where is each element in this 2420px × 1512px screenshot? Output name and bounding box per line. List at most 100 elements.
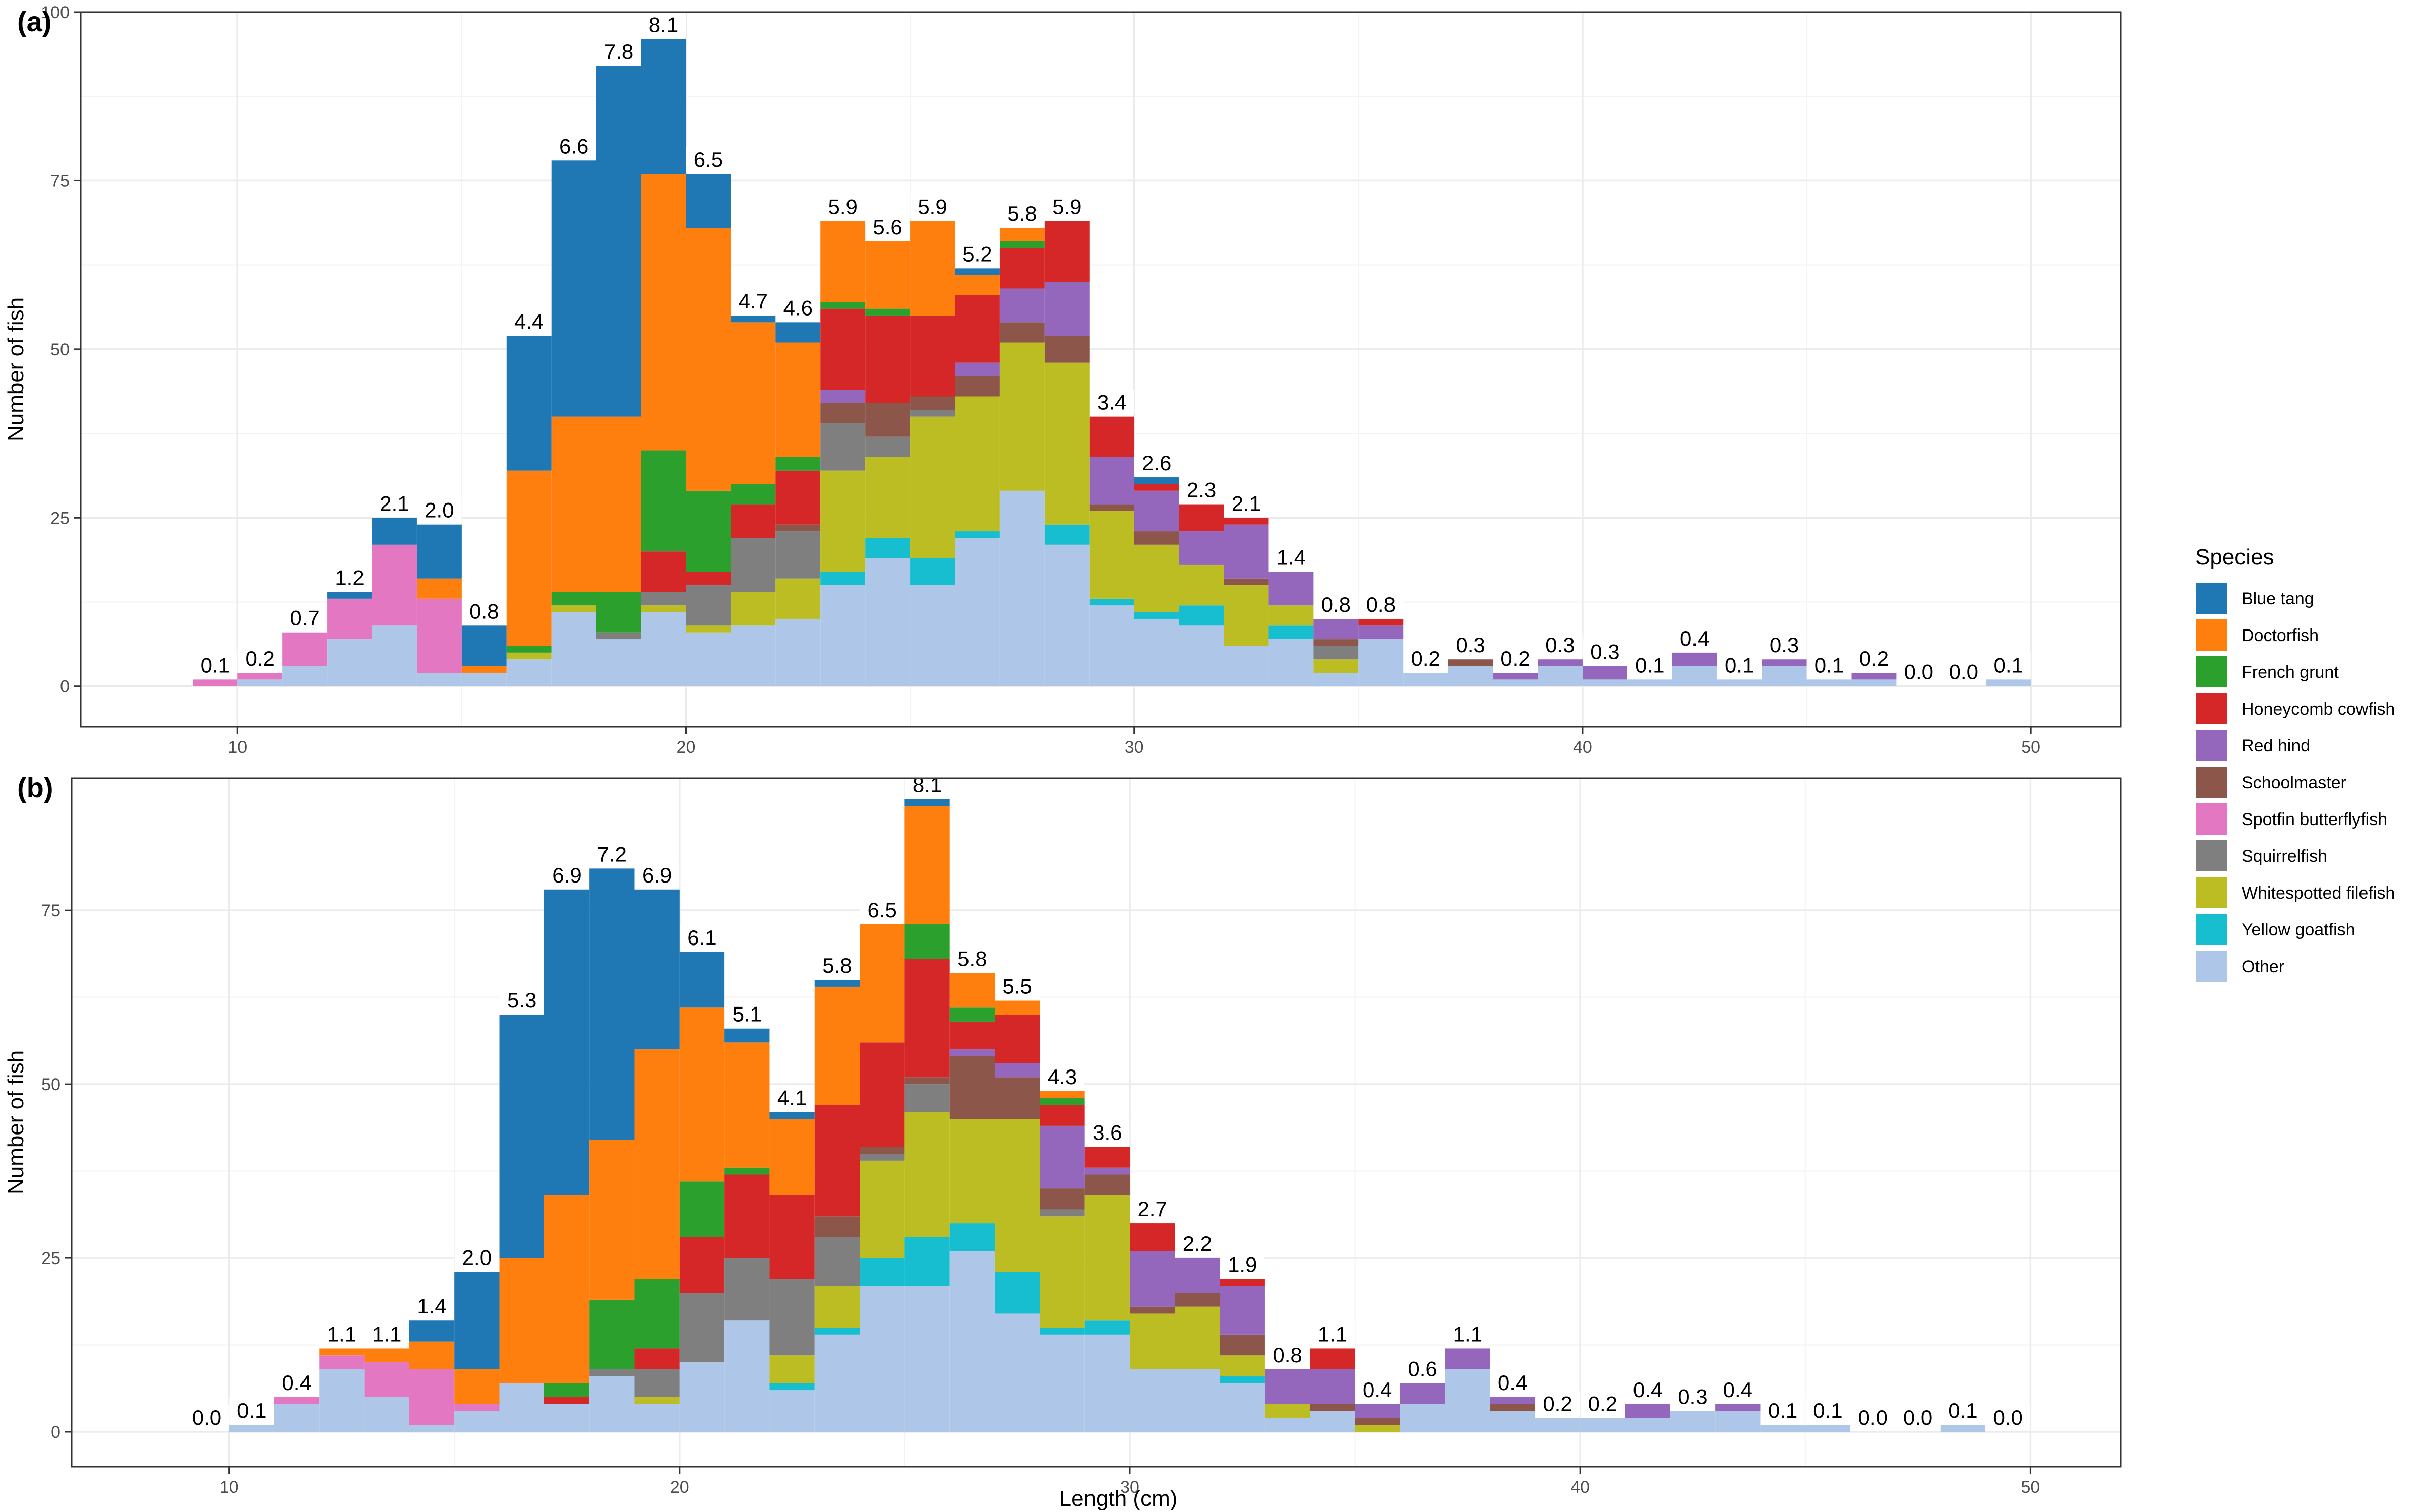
panel-b-bar-red-hind (1129, 1251, 1175, 1307)
panel-b-bar-label: 4.1 (777, 1086, 807, 1109)
panel-a-bar-blue-tang (731, 315, 776, 323)
panel-b-bar-yellow-goatfish (949, 1223, 995, 1251)
panel-b-bar-label-bg (950, 946, 995, 971)
panel-a-bar-doctorfish (775, 342, 821, 457)
legend-key-red-hind (2196, 730, 2227, 761)
legend-key-other (2196, 951, 2227, 982)
panel-a-bar-blue-tang (955, 268, 1000, 275)
panel-a-bar-label: 0.2 (1500, 647, 1530, 670)
panel-a-bar-whitespotted-filefish (910, 416, 955, 558)
panel-a-bar-red-hind (1672, 652, 1717, 666)
panel-a-bar-doctorfish (461, 666, 507, 673)
panel-b-bar-label: 0.1 (1948, 1399, 1977, 1422)
panel-a-bar-squirrelfish (865, 436, 911, 457)
panel-a-bar-yellow-goatfish (910, 558, 955, 586)
panel-a-bar-label: 0.8 (469, 599, 499, 623)
panel-a-bar-whitespotted-filefish (1268, 605, 1314, 626)
panel-b-bar-honeycomb-cowfish (724, 1174, 770, 1258)
panel-b-y-tick-label: 75 (41, 901, 60, 920)
panel-b-bar-honeycomb-cowfish (1084, 1147, 1130, 1168)
panel-b-bar-label: 0.4 (1363, 1378, 1392, 1402)
panel-b-bar-yellow-goatfish (1084, 1320, 1130, 1335)
panel-a-bar-label: 1.4 (1277, 545, 1306, 569)
panel-b-x-tick-label: 40 (1570, 1478, 1590, 1497)
panel-b-bar-honeycomb-cowfish (1129, 1223, 1175, 1251)
panel-a-bar-blue-tang (551, 160, 596, 417)
panel-b-bar-other (634, 1404, 680, 1432)
panel-b-bar-other (229, 1425, 274, 1432)
panel-a-bar-label: 4.7 (739, 289, 768, 313)
panel-a-bar-label-bg (1762, 632, 1807, 658)
panel-b-bar-label: 6.5 (868, 898, 897, 922)
panel-b-bar-label-bg (500, 987, 544, 1013)
panel-a-bar-yellow-goatfish (820, 572, 866, 586)
panel-a-bar-label-bg (1717, 652, 1762, 678)
panel-b-bar-other (904, 1286, 950, 1432)
panel-a-y-tick-label: 0 (60, 677, 70, 697)
panel-a-bar-schoolmaster (775, 524, 821, 532)
panel-b-bar-other (860, 1286, 905, 1432)
panel-a-bar-schoolmaster (1134, 531, 1179, 545)
panel-a-bar-red-hind (999, 288, 1045, 323)
panel-a-bar-red-hind (1493, 672, 1538, 680)
panel-a-bar-whitespotted-filefish (955, 396, 1000, 532)
panel-a-bar-label-bg (1268, 544, 1313, 570)
panel-a-bar-label: 8.1 (649, 13, 678, 37)
panel-a-bar-other (731, 625, 776, 686)
panel-a-bar-doctorfish (551, 416, 596, 592)
panel-b-bar-label: 0.1 (1768, 1399, 1797, 1422)
panel-b-bar-schoolmaster (860, 1147, 905, 1154)
panel-a-bar-doctorfish (596, 416, 641, 592)
panel-b-bar-doctorfish (454, 1369, 500, 1404)
panel-a-bar-red-hind (1089, 457, 1134, 505)
legend-label-blue-tang: Blue tang (2242, 589, 2314, 608)
panel-a-bar-other (1538, 666, 1583, 686)
panel-a-bar-label: 1.2 (335, 565, 364, 589)
panel-b-bar-label: 0.2 (1543, 1392, 1572, 1415)
panel-b-bar-label: 0.4 (1498, 1371, 1527, 1395)
panel-b-bar-blue-tang (679, 952, 725, 1008)
panel-b-bar-french-grunt (949, 1007, 995, 1022)
panel-b-bar-yellow-goatfish (1220, 1376, 1265, 1383)
panel-a-bar-blue-tang (461, 625, 507, 666)
panel-b-bar-label-bg (1220, 1251, 1265, 1277)
panel-a-bar-honeycomb-cowfish (686, 572, 731, 586)
panel-a-bar-label-bg (1851, 645, 1896, 671)
panel-b-bar-other (769, 1390, 815, 1432)
panel-a-bar-schoolmaster (955, 376, 1000, 397)
panel-b-bar-other (724, 1320, 770, 1432)
panel-a-bar-label-bg (596, 39, 641, 65)
panel-a-bar-label: 0.2 (1859, 647, 1889, 670)
panel-a-bar-whitespotted-filefish (1224, 585, 1269, 646)
panel-a-bar-label-bg (1000, 201, 1045, 226)
panel-a-bar-red-hind (1582, 666, 1627, 680)
panel-a-bar-squirrelfish (820, 423, 866, 471)
panel-a-bar-whitespotted-filefish (1089, 511, 1134, 599)
panel-a-bar-french-grunt (775, 457, 821, 471)
panel-b-bar-doctorfish (544, 1195, 590, 1383)
panel-a-bar-label-bg (1583, 639, 1627, 664)
panel-a-bar-other (1627, 679, 1672, 686)
legend-label-squirrelfish: Squirrelfish (2242, 847, 2327, 866)
panel-b-bar-spotfin-butterflyfish (409, 1369, 455, 1425)
panel-a-bar-label-bg (1448, 632, 1493, 658)
panel-b-bar-label-bg (905, 772, 950, 797)
panel-a-bar-whitespotted-filefish (1134, 544, 1179, 612)
panel-a-bar-other (1224, 646, 1269, 686)
panel-a-bar-whitespotted-filefish (1313, 659, 1359, 673)
panel-b-bar-whitespotted-filefish (904, 1112, 950, 1237)
panel-b-bar-label-bg (319, 1321, 364, 1347)
panel-b-bar-whitespotted-filefish (1355, 1425, 1400, 1432)
panel-b-bar-label-bg (1805, 1398, 1850, 1423)
panel-a-bar-spotfin-butterflyfish (193, 679, 238, 686)
legend-key-blue-tang (2196, 583, 2227, 614)
panel-a-bar-label: 0.2 (245, 647, 274, 670)
panel-a-bar-honeycomb-cowfish (731, 504, 776, 538)
panel-b-bar-red-hind (995, 1063, 1040, 1078)
panel-a-bar-squirrelfish (910, 410, 955, 417)
panel-b-bar-other (1805, 1425, 1851, 1432)
panel-b-bar-other (1940, 1425, 1986, 1432)
panel-a-bar-other (1044, 544, 1090, 686)
panel-a-bar-whitespotted-filefish (551, 605, 596, 612)
panel-a-bar-other (1448, 666, 1493, 686)
